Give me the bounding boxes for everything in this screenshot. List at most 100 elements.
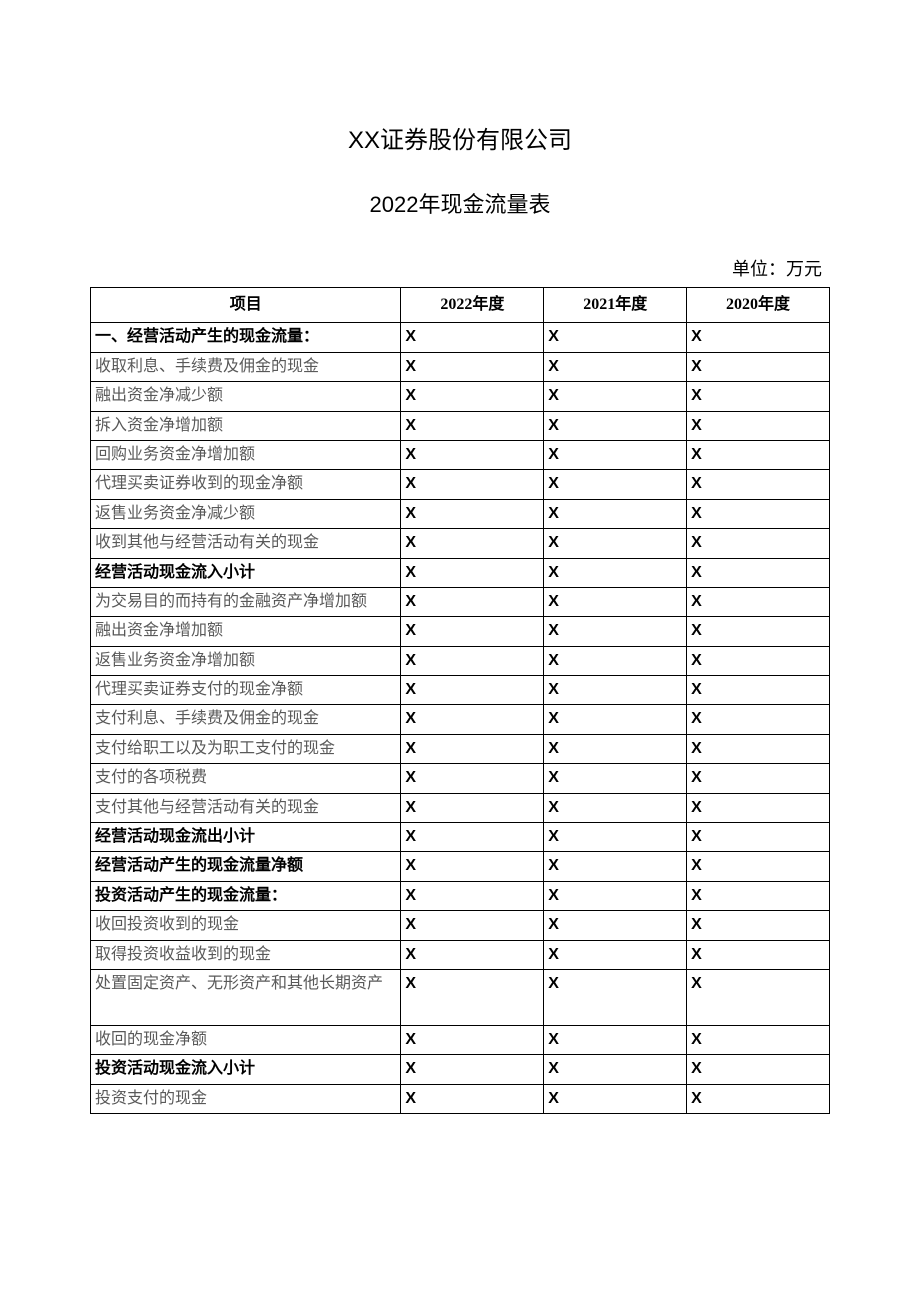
table-row: 回购业务资金净增加额XXX [91, 440, 830, 469]
table-row: 收回的现金净额XXX [91, 1025, 830, 1054]
value-cell: X [544, 499, 687, 528]
value-cell: X [687, 499, 830, 528]
item-cell: 代理买卖证券收到的现金净额 [91, 470, 401, 499]
value-cell: X [687, 911, 830, 940]
value-cell: X [687, 529, 830, 558]
value-cell: X [544, 676, 687, 705]
table-row: 支付的各项税费XXX [91, 764, 830, 793]
value-cell: X [401, 911, 544, 940]
item-cell: 经营活动现金流入小计 [91, 558, 401, 587]
value-cell: X [687, 1025, 830, 1054]
value-cell: X [687, 558, 830, 587]
value-cell: X [401, 823, 544, 852]
table-row: 拆入资金净增加额XXX [91, 411, 830, 440]
report-title: 2022年现金流量表 [90, 187, 830, 219]
value-cell: X [401, 646, 544, 675]
value-cell: X [544, 911, 687, 940]
value-cell: X [687, 705, 830, 734]
value-cell: X [687, 1055, 830, 1084]
item-cell: 取得投资收益收到的现金 [91, 940, 401, 969]
value-cell: X [544, 881, 687, 910]
item-cell: 融出资金净增加额 [91, 617, 401, 646]
col-header-2021: 2021年度 [544, 288, 687, 323]
value-cell: X [401, 764, 544, 793]
table-row: 经营活动现金流出小计XXX [91, 823, 830, 852]
value-cell: X [687, 617, 830, 646]
value-cell: X [544, 352, 687, 381]
item-cell: 投资活动产生的现金流量： [91, 881, 401, 910]
table-row: 返售业务资金净增加额XXX [91, 646, 830, 675]
table-row: 代理买卖证券支付的现金净额XXX [91, 676, 830, 705]
table-row: 经营活动现金流入小计XXX [91, 558, 830, 587]
value-cell: X [401, 969, 544, 1025]
item-cell: 代理买卖证券支付的现金净额 [91, 676, 401, 705]
value-cell: X [544, 470, 687, 499]
value-cell: X [401, 1025, 544, 1054]
item-cell: 支付利息、手续费及佣金的现金 [91, 705, 401, 734]
value-cell: X [687, 793, 830, 822]
value-cell: X [401, 705, 544, 734]
value-cell: X [401, 411, 544, 440]
value-cell: X [401, 852, 544, 881]
item-cell: 处置固定资产、无形资产和其他长期资产 [91, 969, 401, 1025]
value-cell: X [687, 382, 830, 411]
table-row: 支付其他与经营活动有关的现金XXX [91, 793, 830, 822]
value-cell: X [544, 646, 687, 675]
value-cell: X [544, 558, 687, 587]
value-cell: X [401, 587, 544, 616]
value-cell: X [687, 352, 830, 381]
value-cell: X [687, 587, 830, 616]
value-cell: X [544, 940, 687, 969]
table-row: 处置固定资产、无形资产和其他长期资产XXX [91, 969, 830, 1025]
item-cell: 支付给职工以及为职工支付的现金 [91, 734, 401, 763]
value-cell: X [401, 470, 544, 499]
unit-label: 单位：万元 [90, 255, 830, 281]
value-cell: X [687, 823, 830, 852]
item-cell: 返售业务资金净增加额 [91, 646, 401, 675]
table-row: 返售业务资金净减少额XXX [91, 499, 830, 528]
value-cell: X [544, 734, 687, 763]
value-cell: X [401, 440, 544, 469]
item-cell: 返售业务资金净减少额 [91, 499, 401, 528]
value-cell: X [401, 793, 544, 822]
value-cell: X [401, 558, 544, 587]
value-cell: X [544, 969, 687, 1025]
value-cell: X [544, 440, 687, 469]
value-cell: X [544, 764, 687, 793]
value-cell: X [687, 646, 830, 675]
table-row: 支付利息、手续费及佣金的现金XXX [91, 705, 830, 734]
value-cell: X [544, 1084, 687, 1113]
value-cell: X [401, 323, 544, 352]
value-cell: X [544, 617, 687, 646]
value-cell: X [544, 529, 687, 558]
value-cell: X [401, 734, 544, 763]
item-cell: 融出资金净减少额 [91, 382, 401, 411]
table-row: 投资活动产生的现金流量：XXX [91, 881, 830, 910]
value-cell: X [687, 1084, 830, 1113]
value-cell: X [544, 411, 687, 440]
table-row: 融出资金净减少额XXX [91, 382, 830, 411]
value-cell: X [687, 969, 830, 1025]
value-cell: X [687, 411, 830, 440]
table-row: 代理买卖证券收到的现金净额XXX [91, 470, 830, 499]
value-cell: X [687, 323, 830, 352]
value-cell: X [401, 617, 544, 646]
value-cell: X [687, 940, 830, 969]
item-cell: 收回投资收到的现金 [91, 911, 401, 940]
value-cell: X [544, 823, 687, 852]
table-header-row: 项目 2022年度 2021年度 2020年度 [91, 288, 830, 323]
value-cell: X [687, 470, 830, 499]
table-row: 收取利息、手续费及佣金的现金XXX [91, 352, 830, 381]
table-row: 为交易目的而持有的金融资产净增加额XXX [91, 587, 830, 616]
value-cell: X [687, 764, 830, 793]
cashflow-table: 项目 2022年度 2021年度 2020年度 一、经营活动产生的现金流量：XX… [90, 287, 830, 1114]
value-cell: X [544, 705, 687, 734]
value-cell: X [687, 440, 830, 469]
table-row: 经营活动产生的现金流量净额XXX [91, 852, 830, 881]
value-cell: X [544, 793, 687, 822]
item-cell: 为交易目的而持有的金融资产净增加额 [91, 587, 401, 616]
value-cell: X [544, 852, 687, 881]
value-cell: X [687, 852, 830, 881]
value-cell: X [401, 881, 544, 910]
item-cell: 收到其他与经营活动有关的现金 [91, 529, 401, 558]
